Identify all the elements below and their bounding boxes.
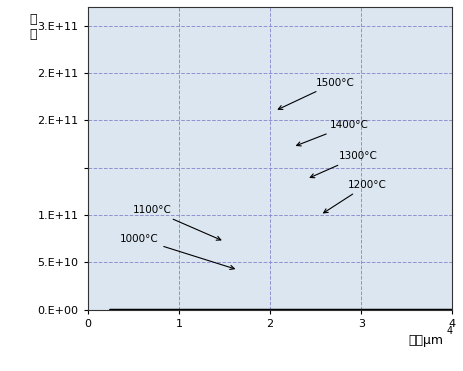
Text: 4: 4 xyxy=(447,326,453,336)
Text: 1200°C: 1200°C xyxy=(324,180,387,213)
Y-axis label: 輝
度: 輝 度 xyxy=(29,13,37,41)
Text: 1100°C: 1100°C xyxy=(133,205,221,240)
Text: 波長μm: 波長μm xyxy=(409,334,444,347)
Text: 1000°C: 1000°C xyxy=(119,234,234,269)
Text: 1300°C: 1300°C xyxy=(310,151,377,178)
Text: 1500°C: 1500°C xyxy=(278,78,355,109)
Text: 1400°C: 1400°C xyxy=(297,120,368,146)
